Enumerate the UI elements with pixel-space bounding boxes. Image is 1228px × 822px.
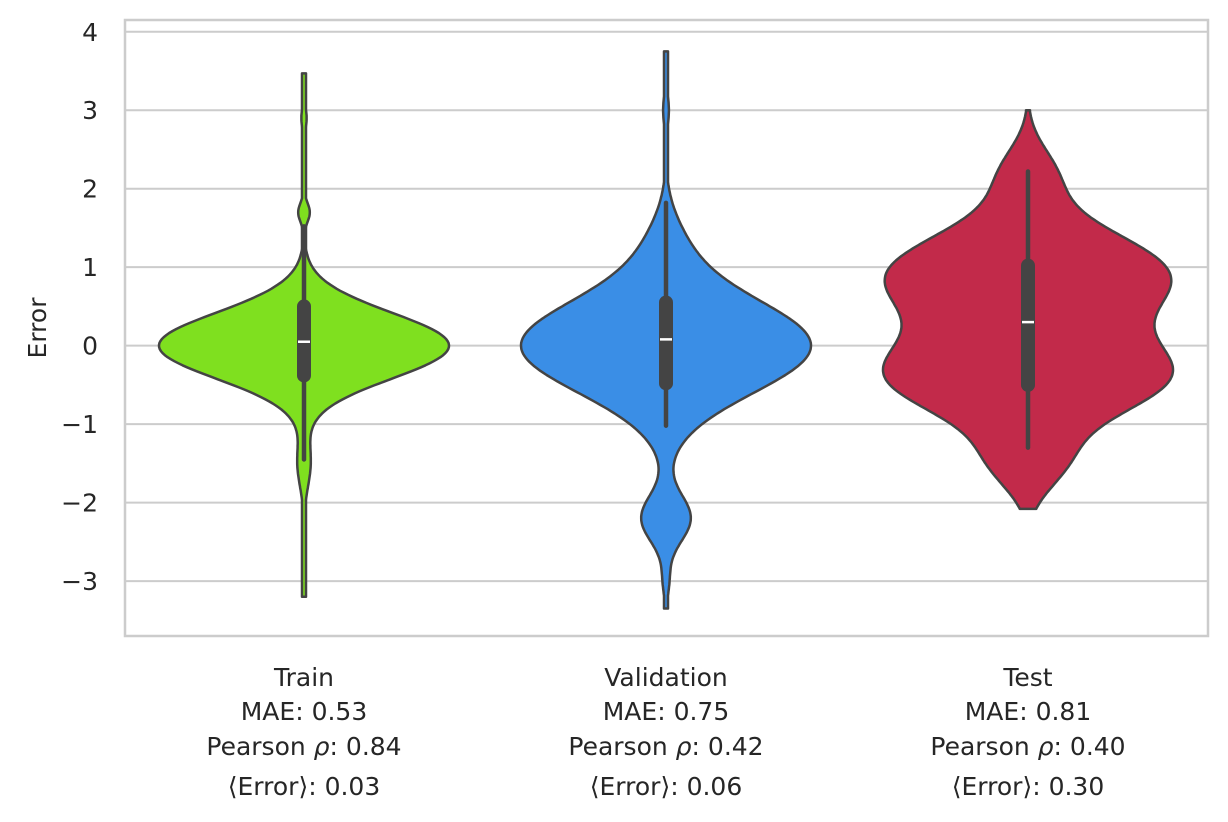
y-tick-label: −3 [61,567,98,596]
y-tick-label: −2 [61,489,98,518]
y-tick-label: 2 [82,175,98,204]
category-name: Train [273,663,334,692]
violin-test [881,108,1175,511]
pearson-value: : 0.40 [1054,732,1126,761]
y-tick-label: 3 [82,96,98,125]
mae-label: MAE: 0.75 [603,697,730,726]
y-axis-label: Error [23,297,52,359]
y-tick-label: 0 [82,332,98,361]
violins [157,50,1175,610]
pearson-prefix: Pearson [930,732,1037,761]
x-tick-label-validation: Validation MAE: 0.75 Pearson ρ: 0.42 ⟨Error… [568,663,763,801]
mae-label: MAE: 0.53 [241,697,368,726]
mae-label: MAE: 0.81 [965,697,1092,726]
violin-validation [519,50,813,610]
y-tick-labels: 4 3 2 1 0 −1 −2 −3 [61,18,98,596]
violin-train [157,72,451,599]
pearson-value: : 0.42 [692,732,764,761]
pearson-value: : 0.84 [330,732,402,761]
mean-error-label: ⟨Error⟩: 0.03 [228,772,380,801]
rho-symbol: ρ [1038,732,1054,761]
mean-error-label: ⟨Error⟩: 0.06 [590,772,742,801]
mean-error-label: ⟨Error⟩: 0.30 [952,772,1104,801]
pearson-label: Pearson ρ: 0.84 [206,732,401,761]
rho-symbol: ρ [314,732,330,761]
axes-frame [123,18,1210,638]
rho-symbol: ρ [676,732,692,761]
y-tick-label: 1 [82,253,98,282]
pearson-prefix: Pearson [568,732,675,761]
category-name: Validation [604,663,727,692]
pearson-label: Pearson ρ: 0.40 [930,732,1125,761]
y-tick-label: −1 [61,410,98,439]
x-tick-label-test: Test MAE: 0.81 Pearson ρ: 0.40 ⟨Error⟩: 0.3… [930,663,1125,801]
category-name: Test [1002,663,1052,692]
y-tick-label: 4 [82,18,98,47]
pearson-label: Pearson ρ: 0.42 [568,732,763,761]
x-tick-label-train: Train MAE: 0.53 Pearson ρ: 0.84 ⟨Error⟩: 0.… [206,663,401,801]
pearson-prefix: Pearson [206,732,313,761]
